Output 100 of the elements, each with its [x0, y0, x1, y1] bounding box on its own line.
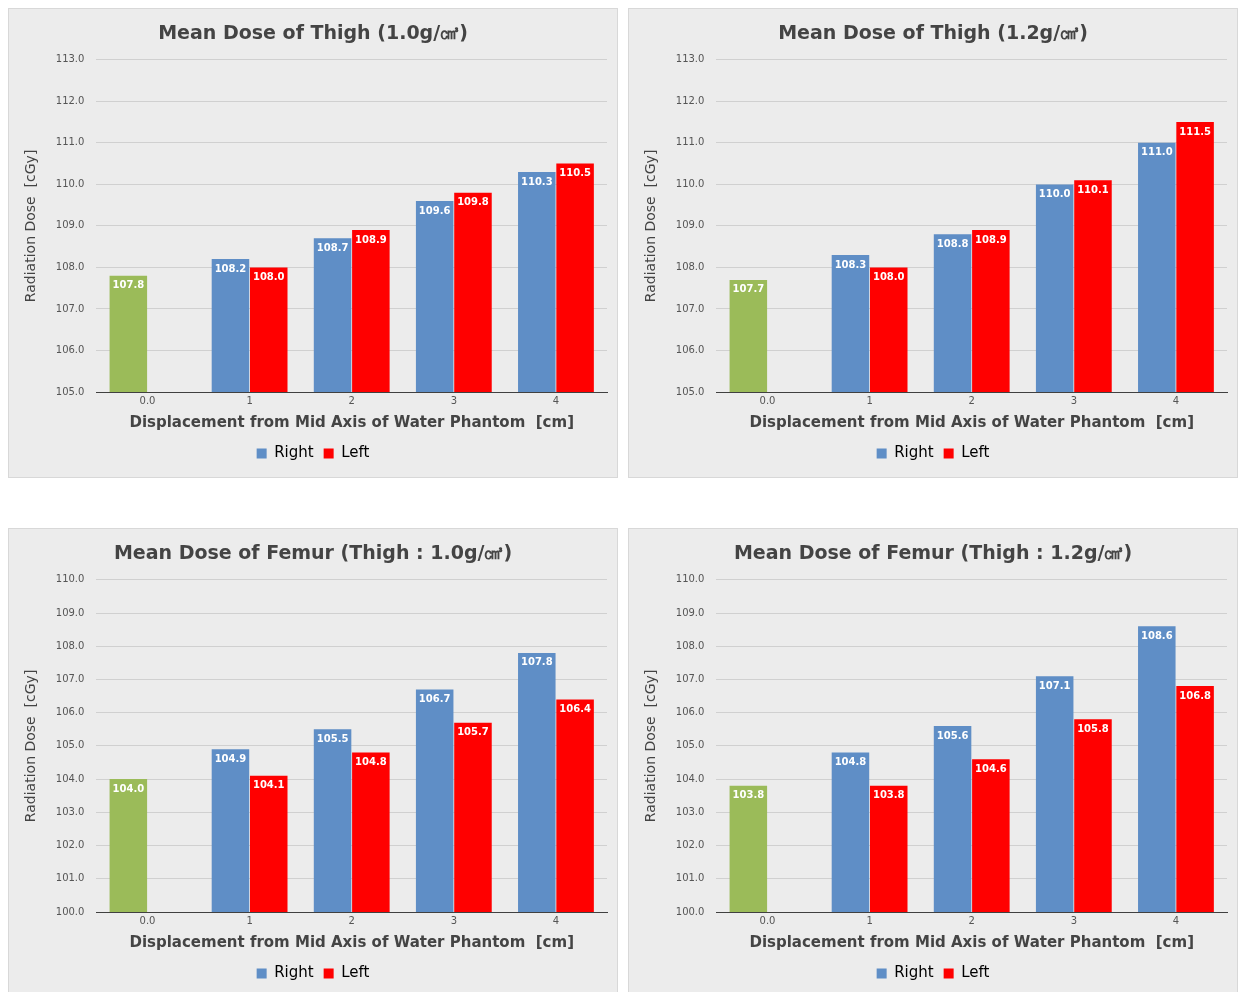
- data-label: 105.5: [316, 732, 349, 744]
- data-label: 104.8: [834, 756, 867, 768]
- y-tick-label: 106.0: [675, 706, 705, 718]
- y-tick-label: 109.0: [55, 219, 85, 231]
- data-label: 104.9: [214, 752, 247, 764]
- x-axis-title: Displacement from Mid Axis of Water Phantom [cm]: [129, 412, 574, 431]
- x-tick-label: 1: [246, 914, 253, 926]
- x-tick-label: 0.0: [759, 394, 776, 406]
- data-label: 108.9: [355, 233, 387, 245]
- y-tick-label: 106.0: [675, 344, 705, 356]
- data-label: 106.4: [559, 702, 591, 714]
- y-tick-label: 108.0: [675, 639, 705, 651]
- data-label: 108.7: [316, 241, 349, 253]
- data-label: 108.9: [975, 233, 1007, 245]
- x-axis-title: Displacement from Mid Axis of Water Phantom [cm]: [749, 932, 1194, 951]
- legend-label: Right: [894, 963, 934, 982]
- data-label: 104.8: [355, 756, 387, 768]
- y-tick-label: 110.0: [55, 177, 85, 189]
- data-label: 110.1: [1077, 183, 1109, 195]
- chart-title: Mean Dose of Femur (Thigh : 1.0g/㎤): [113, 541, 513, 564]
- data-label: 110.0: [1038, 187, 1071, 199]
- x-axis-title: Displacement from Mid Axis of Water Phantom [cm]: [129, 932, 574, 951]
- y-tick-label: 105.0: [675, 385, 705, 397]
- x-axis-title: Displacement from Mid Axis of Water Phantom [cm]: [749, 412, 1194, 431]
- data-label: 104.6: [975, 762, 1007, 774]
- y-tick-label: 100.0: [55, 905, 85, 917]
- y-tick-label: 104.0: [675, 772, 705, 784]
- x-tick-label: 3: [450, 914, 458, 926]
- data-label: 107.8: [520, 656, 553, 668]
- y-tick-label: 103.0: [675, 805, 705, 817]
- x-tick-label: 0.0: [139, 914, 156, 926]
- y-tick-label: 103.0: [55, 805, 85, 817]
- y-axis-title: Radiation Dose [cGy]: [22, 149, 39, 303]
- y-tick-label: 107.0: [675, 673, 705, 685]
- x-tick-label: 2: [968, 394, 975, 406]
- y-tick-label: 107.0: [55, 673, 85, 685]
- data-label: 108.3: [834, 258, 867, 270]
- x-tick-label: 4: [1172, 914, 1180, 926]
- legend-label: Left: [961, 443, 990, 462]
- data-label: 110.5: [559, 167, 591, 179]
- y-tick-label: 105.0: [675, 739, 705, 751]
- y-tick-label: 105.0: [55, 385, 85, 397]
- x-tick-label: 1: [866, 914, 873, 926]
- data-label: 103.8: [872, 789, 905, 801]
- x-tick-label: 2: [348, 394, 355, 406]
- y-tick-label: 110.0: [55, 573, 85, 585]
- x-tick-label: 2: [348, 914, 355, 926]
- y-axis-title: Radiation Dose [cGy]: [642, 669, 659, 823]
- data-label: 108.2: [214, 262, 247, 274]
- y-tick-label: 104.0: [55, 772, 85, 784]
- x-tick-label: 0.0: [139, 394, 156, 406]
- data-label: 106.8: [1179, 689, 1211, 701]
- y-tick-label: 109.0: [675, 606, 705, 618]
- chart-title: Mean Dose of Femur (Thigh : 1.2g/㎤): [733, 541, 1133, 564]
- y-tick-label: 113.0: [55, 53, 85, 65]
- y-tick-label: 110.0: [675, 573, 705, 585]
- data-label: 108.6: [1140, 629, 1173, 641]
- x-tick-label: 3: [450, 394, 458, 406]
- data-label: 107.8: [112, 279, 145, 291]
- y-tick-label: 108.0: [55, 639, 85, 651]
- data-label: 108.8: [936, 237, 969, 249]
- data-label: 109.8: [457, 196, 489, 208]
- legend-label: Left: [341, 963, 370, 982]
- data-label: 105.8: [1077, 722, 1109, 734]
- y-tick-label: 102.0: [675, 839, 705, 851]
- y-tick-label: 109.0: [55, 606, 85, 618]
- legend-label: Right: [274, 963, 314, 982]
- y-axis-title: Radiation Dose [cGy]: [22, 669, 39, 823]
- x-tick-label: 4: [1172, 394, 1180, 406]
- y-tick-label: 101.0: [55, 872, 85, 884]
- y-tick-label: 110.0: [675, 177, 705, 189]
- legend-label: Left: [341, 443, 370, 462]
- data-label: 107.1: [1038, 679, 1071, 691]
- y-tick-label: 108.0: [55, 261, 85, 273]
- y-tick-label: 111.0: [675, 136, 705, 148]
- data-label: 103.8: [732, 789, 765, 801]
- y-tick-label: 106.0: [55, 706, 85, 718]
- chart-title: Mean Dose of Thigh (1.0g/㎤): [158, 21, 468, 44]
- y-tick-label: 113.0: [675, 53, 705, 65]
- data-label: 105.7: [457, 726, 489, 738]
- data-label: 110.3: [520, 175, 553, 187]
- x-tick-label: 2: [968, 914, 975, 926]
- x-tick-label: 4: [552, 914, 560, 926]
- y-tick-label: 107.0: [55, 302, 85, 314]
- y-tick-label: 107.0: [675, 302, 705, 314]
- data-label: 111.0: [1140, 146, 1173, 158]
- y-tick-label: 101.0: [675, 872, 705, 884]
- legend-label: Right: [894, 443, 934, 462]
- y-axis-title: Radiation Dose [cGy]: [642, 149, 659, 303]
- data-label: 111.5: [1179, 125, 1211, 137]
- data-label: 108.0: [872, 271, 905, 283]
- y-tick-label: 105.0: [55, 739, 85, 751]
- chart-title: Mean Dose of Thigh (1.2g/㎤): [778, 21, 1088, 44]
- legend-label: Left: [961, 963, 990, 982]
- y-tick-label: 112.0: [55, 94, 85, 106]
- x-tick-label: 3: [1070, 914, 1078, 926]
- y-tick-label: 106.0: [55, 344, 85, 356]
- legend-label: Right: [274, 443, 314, 462]
- y-tick-label: 100.0: [675, 905, 705, 917]
- y-tick-label: 112.0: [675, 94, 705, 106]
